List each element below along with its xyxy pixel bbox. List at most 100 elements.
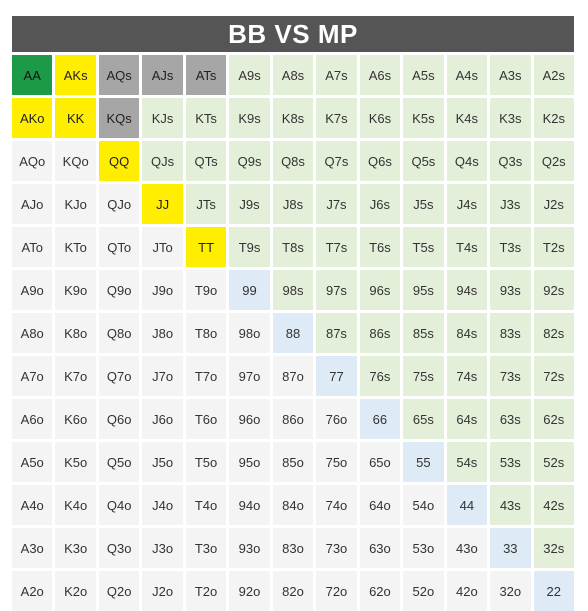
hand-cell-kts: KTs	[185, 98, 227, 138]
hand-cell-a4s: A4s	[446, 55, 488, 95]
hand-cell-k3o: K3o	[55, 528, 96, 568]
hand-cell-95o: 95o	[229, 442, 270, 482]
hand-cell-83o: 83o	[272, 528, 314, 568]
hand-cell-t2s: T2s	[533, 227, 574, 267]
hand-cell-q2o: Q2o	[98, 571, 140, 611]
hand-cell-97s: 97s	[316, 270, 357, 310]
hand-cell-aqs: AQs	[98, 55, 140, 95]
hand-cell-42o: 42o	[446, 571, 488, 611]
hand-cell-t4o: T4o	[185, 485, 227, 525]
hand-cell-k6o: K6o	[55, 399, 96, 439]
hand-cell-t3s: T3s	[490, 227, 531, 267]
hand-cell-52o: 52o	[403, 571, 444, 611]
hand-cell-q9s: Q9s	[229, 141, 270, 181]
hand-cell-t6s: T6s	[359, 227, 401, 267]
hand-cell-q3s: Q3s	[490, 141, 531, 181]
hand-cell-q8s: Q8s	[272, 141, 314, 181]
hand-cell-a4o: A4o	[12, 485, 53, 525]
hand-cell-kto: KTo	[55, 227, 96, 267]
hand-cell-64o: 64o	[359, 485, 401, 525]
hand-cell-k9o: K9o	[55, 270, 96, 310]
hand-cell-qjo: QJo	[98, 184, 140, 224]
hand-cell-jj: JJ	[142, 184, 183, 224]
hand-cell-86s: 86s	[359, 313, 401, 353]
hand-cell-qjs: QJs	[142, 141, 183, 181]
hand-cell-76o: 76o	[316, 399, 357, 439]
hand-cell-62s: 62s	[533, 399, 574, 439]
hand-cell-k2s: K2s	[533, 98, 574, 138]
hand-cell-k2o: K2o	[55, 571, 96, 611]
hand-cell-q6o: Q6o	[98, 399, 140, 439]
hand-cell-j4o: J4o	[142, 485, 183, 525]
hand-cell-64s: 64s	[446, 399, 488, 439]
hand-cell-53s: 53s	[490, 442, 531, 482]
hand-cell-92s: 92s	[533, 270, 574, 310]
hand-cell-97o: 97o	[229, 356, 270, 396]
hand-cell-a5o: A5o	[12, 442, 53, 482]
hand-cell-j3s: J3s	[490, 184, 531, 224]
hand-cell-t8o: T8o	[185, 313, 227, 353]
hand-cell-94o: 94o	[229, 485, 270, 525]
hand-cell-t5o: T5o	[185, 442, 227, 482]
hand-cell-j3o: J3o	[142, 528, 183, 568]
hand-cell-72s: 72s	[533, 356, 574, 396]
hand-cell-j8o: J8o	[142, 313, 183, 353]
hand-cell-jts: JTs	[185, 184, 227, 224]
hand-cell-ats: ATs	[185, 55, 227, 95]
hand-cell-96o: 96o	[229, 399, 270, 439]
hand-cell-66: 66	[359, 399, 401, 439]
hand-cell-qts: QTs	[185, 141, 227, 181]
hand-cell-a6o: A6o	[12, 399, 53, 439]
hand-cell-j5o: J5o	[142, 442, 183, 482]
hand-cell-54o: 54o	[403, 485, 444, 525]
hand-cell-k8o: K8o	[55, 313, 96, 353]
hand-cell-j9s: J9s	[229, 184, 270, 224]
hand-cell-t2o: T2o	[185, 571, 227, 611]
hand-cell-k5s: K5s	[403, 98, 444, 138]
hand-cell-a3s: A3s	[490, 55, 531, 95]
hand-cell-86o: 86o	[272, 399, 314, 439]
hand-cell-84s: 84s	[446, 313, 488, 353]
hand-cell-85o: 85o	[272, 442, 314, 482]
hand-cell-k5o: K5o	[55, 442, 96, 482]
hand-cell-87o: 87o	[272, 356, 314, 396]
hand-cell-j8s: J8s	[272, 184, 314, 224]
hand-cell-55: 55	[403, 442, 444, 482]
hand-cell-t6o: T6o	[185, 399, 227, 439]
hand-cell-43s: 43s	[490, 485, 531, 525]
hand-cell-ato: ATo	[12, 227, 53, 267]
hand-cell-83s: 83s	[490, 313, 531, 353]
hand-cell-k7s: K7s	[316, 98, 357, 138]
hand-cell-jto: JTo	[142, 227, 183, 267]
hand-cell-22: 22	[533, 571, 574, 611]
hand-cell-aqo: AQo	[12, 141, 53, 181]
hand-cell-98s: 98s	[272, 270, 314, 310]
hand-cell-93s: 93s	[490, 270, 531, 310]
hand-cell-q9o: Q9o	[98, 270, 140, 310]
hand-cell-kqs: KQs	[98, 98, 140, 138]
hand-cell-j7s: J7s	[316, 184, 357, 224]
hand-cell-j2s: J2s	[533, 184, 574, 224]
hand-cell-63s: 63s	[490, 399, 531, 439]
hand-cell-32s: 32s	[533, 528, 574, 568]
hand-cell-98o: 98o	[229, 313, 270, 353]
hand-cell-j2o: J2o	[142, 571, 183, 611]
hand-cell-t4s: T4s	[446, 227, 488, 267]
hand-cell-ako: AKo	[12, 98, 53, 138]
hand-cell-k3s: K3s	[490, 98, 531, 138]
hand-cell-kjs: KJs	[142, 98, 183, 138]
hand-cell-92o: 92o	[229, 571, 270, 611]
hand-cell-a2o: A2o	[12, 571, 53, 611]
hand-cell-t7o: T7o	[185, 356, 227, 396]
hand-cell-q5o: Q5o	[98, 442, 140, 482]
hand-cell-j7o: J7o	[142, 356, 183, 396]
hand-cell-43o: 43o	[446, 528, 488, 568]
hand-cell-a9s: A9s	[229, 55, 270, 95]
hand-cell-33: 33	[490, 528, 531, 568]
hand-cell-a7s: A7s	[316, 55, 357, 95]
hand-cell-82o: 82o	[272, 571, 314, 611]
hand-cell-93o: 93o	[229, 528, 270, 568]
hand-cell-53o: 53o	[403, 528, 444, 568]
hand-cell-99: 99	[229, 270, 270, 310]
hand-cell-j4s: J4s	[446, 184, 488, 224]
